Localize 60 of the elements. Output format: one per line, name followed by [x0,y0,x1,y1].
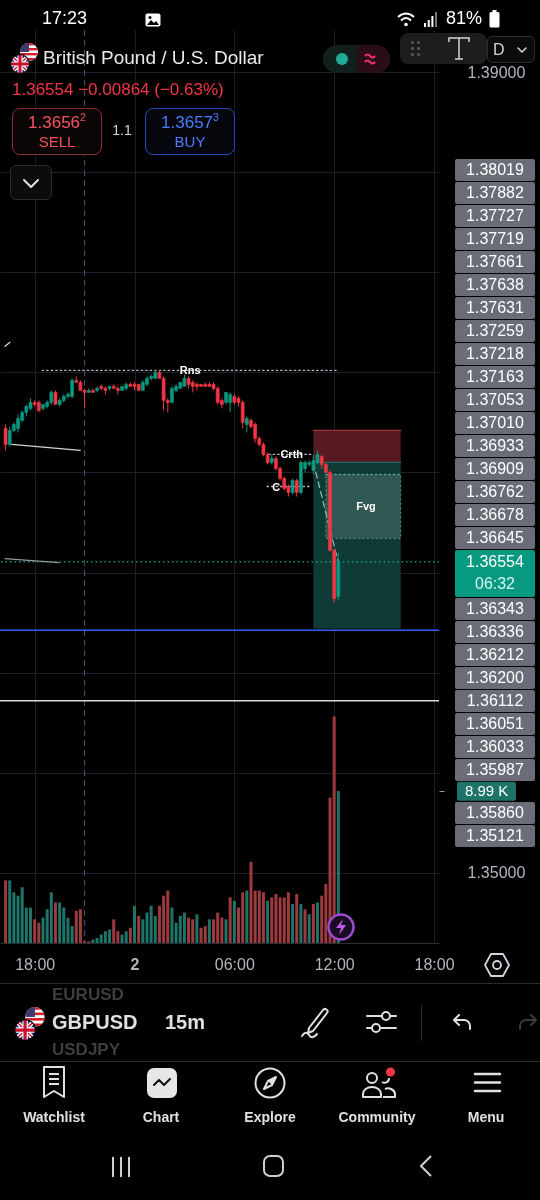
text: 1.37218 [455,342,535,365]
ref-line-label: 1.36554 [466,552,524,571]
text: 1.37882 [455,181,535,204]
text: Menu [467,1109,505,1126]
x-tick-label: 12:00 [314,955,355,973]
annotation: Fvg [356,499,376,513]
text: 1.38019 [455,158,535,181]
annotation: 1.1 [112,122,132,139]
text: 1.36554 −0.00864 (−0.63%) [12,79,224,100]
x-tick-label: 06:00 [214,955,255,973]
text: 1.36336 [455,620,535,643]
annotation: 1.3656$^{2}$ [28,111,86,133]
text: 1.36645 [455,526,535,549]
text: 1.37727 [455,204,535,227]
x-tick-label: 18:00 [15,955,56,973]
text: GBPUSD [52,1011,138,1033]
text: EURUSD [52,984,124,1005]
text: Community [338,1109,416,1126]
text: 1.36212 [455,643,535,666]
text: 1.36033 [455,735,535,758]
text: Watchlist [23,1109,85,1126]
y-tick-label: 1.35000 [467,864,526,882]
text: D [493,41,505,59]
text: USDJPY [52,1039,121,1060]
text: 1.37163 [455,365,535,388]
text: 1.37010 [455,411,535,434]
text: 1.36933 [455,434,535,457]
text: 1.36200 [455,666,535,689]
text: 1.37638 [455,273,535,296]
x-tick-label: 18:00 [414,955,455,973]
text: British Pound / U.S. Dollar [43,46,264,69]
price-tag: 1.36554 06:32 [455,549,535,597]
text: 1.35860 [455,802,535,824]
annotation: C [272,480,281,493]
text: 1.36112 [455,689,535,712]
annotation: Rns [179,364,201,377]
annotation: SELL [38,132,76,151]
text: 1.36678 [455,503,535,526]
text: 1.37631 [455,296,535,319]
text: 15m [165,1011,206,1033]
x-tick-label: 2 [130,955,140,973]
text: 1.36909 [455,457,535,480]
annotation: Crth [280,448,304,461]
text: Chart [142,1109,180,1126]
text: Explore [244,1109,296,1126]
text: 17:23 [42,8,88,29]
text: 1.37053 [455,388,535,411]
text: 1.36762 [455,480,535,503]
annotation: 1.3657$^{3}$ [161,111,219,133]
text: 1.37259 [455,319,535,342]
y-tick-label: 1.39000 [467,63,526,81]
text: 1.35121 [455,825,535,847]
text: 1.37719 [455,227,535,250]
y2-tick-label: 8.99 K [457,781,517,801]
text: 1.36343 [455,597,535,620]
text: 81% [446,8,483,29]
text: 1.36051 [455,712,535,735]
text: 1.35987 [455,758,535,781]
annotation: BUY [174,132,206,151]
text: 1.37661 [455,250,535,273]
